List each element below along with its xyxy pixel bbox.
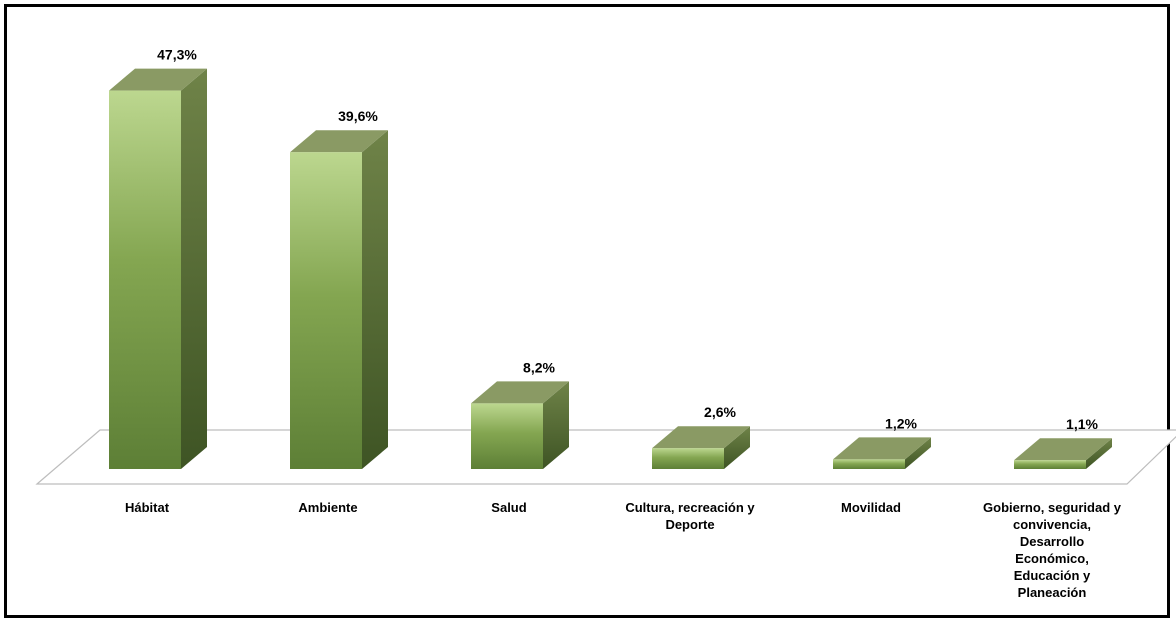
bar-side (362, 130, 388, 469)
value-label: 39,6% (338, 108, 378, 124)
value-label: 8,2% (523, 359, 555, 375)
category-label: Gobierno, seguridad y convivencia, Desarro… (983, 500, 1122, 600)
bar-front (471, 403, 543, 469)
category-labels-group: Hábitat Ambiente Salud Cultura, recreación … (125, 500, 1122, 600)
bar-3 (471, 381, 569, 469)
value-label: 2,6% (704, 404, 736, 420)
value-label: 1,2% (885, 415, 917, 431)
bar-chart: 47,3% 39,6% 8,2% 2,6% 1,2% 1,1% Hábitat Ambien… (35, 47, 1176, 600)
bar-top (290, 130, 388, 153)
bar-side (1086, 438, 1112, 469)
category-label: Hábitat (125, 500, 170, 515)
bar-front (833, 459, 905, 469)
chart-floor (35, 429, 1176, 485)
bar-5 (833, 437, 931, 469)
bar-1 (109, 68, 207, 469)
category-label: Ambiente (298, 500, 357, 515)
bar-front (109, 90, 181, 469)
value-labels-group: 47,3% 39,6% 8,2% 2,6% 1,2% 1,1% (157, 47, 1098, 433)
bar-side (905, 437, 931, 469)
floor-plane (35, 429, 1176, 485)
bar-4 (652, 426, 750, 469)
bar-top (471, 381, 569, 404)
chart-frame: 47,3% 39,6% 8,2% 2,6% 1,2% 1,1% Hábitat Ambien… (4, 4, 1176, 618)
bar-top (109, 68, 207, 91)
bar-front (1014, 460, 1086, 469)
bar-side (543, 381, 569, 469)
bar-6 (1014, 438, 1112, 469)
category-label: Cultura, recreación y Deporte (625, 500, 755, 532)
bar-top (652, 426, 750, 449)
bar-front (652, 448, 724, 469)
value-label: 1,1% (1066, 416, 1098, 432)
category-label: Movilidad (841, 500, 901, 515)
bar-front (290, 152, 362, 469)
bar-2 (290, 130, 388, 469)
bar-top (833, 437, 931, 460)
bar-side (181, 68, 207, 469)
bar-top (1014, 438, 1112, 461)
bars-group (109, 68, 1112, 469)
bar-side (724, 426, 750, 469)
category-label: Salud (491, 500, 526, 515)
value-label: 47,3% (157, 47, 197, 63)
